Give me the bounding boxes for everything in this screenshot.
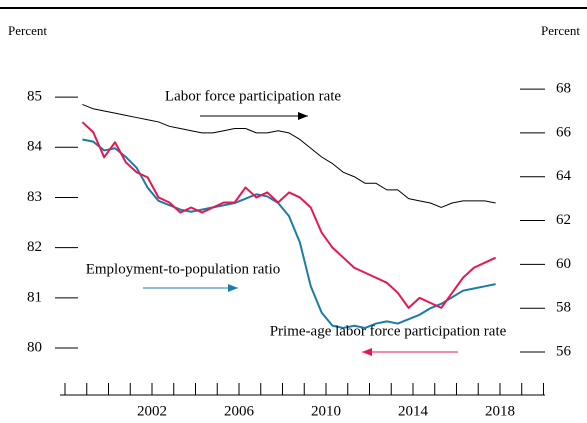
series-line bbox=[81, 121, 497, 309]
y-axis-label: Percent bbox=[8, 23, 47, 38]
y-tick-label: 83 bbox=[27, 189, 42, 205]
y-tick-label: 81 bbox=[27, 289, 42, 305]
legend-label: Employment-to-population ratio bbox=[86, 261, 281, 277]
y2-tick-label: 68 bbox=[556, 81, 571, 97]
x-tick-label: 2006 bbox=[224, 403, 255, 419]
y2-tick-label: 58 bbox=[556, 300, 571, 316]
legend-label: Prime-age labor force participation rate bbox=[270, 323, 507, 339]
x-tick-label: 2002 bbox=[137, 403, 167, 419]
x-tick-label: 2014 bbox=[398, 403, 429, 419]
legend-arrowhead bbox=[362, 348, 372, 356]
legend-label: Labor force participation rate bbox=[165, 88, 341, 104]
y-tick-label: 80 bbox=[27, 339, 42, 355]
y-tick-label: 84 bbox=[27, 139, 43, 155]
y2-tick-label: 56 bbox=[556, 343, 572, 359]
y2-tick-label: 62 bbox=[556, 212, 571, 228]
series-line bbox=[82, 103, 496, 208]
y2-tick-label: 64 bbox=[556, 168, 572, 184]
y-tick-label: 85 bbox=[27, 89, 42, 105]
legend-arrowhead bbox=[228, 284, 238, 292]
y2-axis-label: Percent bbox=[541, 23, 580, 38]
y-tick-label: 82 bbox=[27, 239, 42, 255]
x-tick-label: 2018 bbox=[485, 403, 515, 419]
y2-tick-label: 60 bbox=[556, 256, 571, 272]
legend-arrowhead bbox=[298, 112, 308, 120]
x-tick-label: 2010 bbox=[311, 403, 341, 419]
y2-tick-label: 66 bbox=[556, 124, 572, 140]
series-line bbox=[82, 138, 496, 329]
